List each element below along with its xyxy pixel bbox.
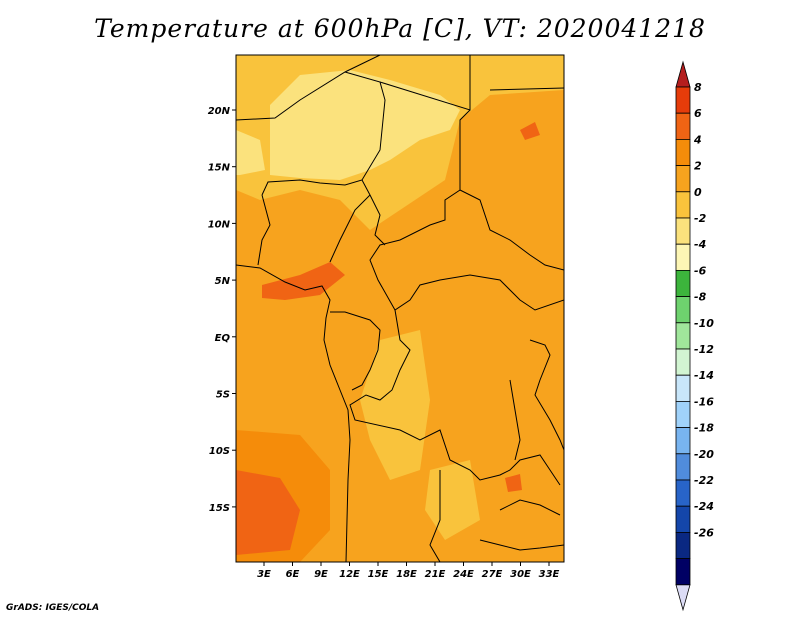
colorbar: 8 6 4 2 0 -2 -4 -6 -8 -10 -12 -14 -16 -18 -20 -22 -24 -26 [675, 60, 714, 612]
lon-tick-label: 18E [396, 569, 417, 580]
colorbar-bin [675, 138, 691, 166]
lon-tick-label: 30E [510, 569, 531, 580]
field-red-orange-malawi [505, 474, 522, 492]
lon-tick-label: 6E [286, 569, 300, 580]
colorbar-label: 6 [694, 107, 702, 120]
colorbar-bin [675, 112, 691, 140]
field-pale-yellow-sahara [270, 70, 460, 180]
chart-title: Temperature at 600hPa [C], VT: 202004121… [94, 14, 706, 43]
lon-tick-label: 24E [453, 569, 474, 580]
colorbar-bin [675, 322, 691, 350]
lon-tick-label: 3E [257, 569, 271, 580]
colorbar-label: -4 [694, 238, 706, 251]
field-red-orange-atlantic [236, 470, 300, 555]
lon-tick-label: 12E [339, 569, 360, 580]
colorbar-bin [675, 86, 691, 114]
country-borders [236, 55, 564, 562]
colorbar-bin [675, 453, 691, 481]
colorbar-label: 2 [694, 160, 702, 173]
colorbar-bin [675, 374, 691, 402]
longitude-axis: 3E 6E 9E 12E 15E 18E 21E 24E 27E 30E 33E [257, 562, 560, 580]
colorbar-bin [675, 165, 691, 193]
colorbar-label: -26 [694, 526, 714, 539]
colorbar-label: -8 [694, 291, 707, 304]
temperature-field [236, 55, 564, 562]
colorbar-bin [675, 479, 691, 507]
colorbar-label: -6 [694, 264, 707, 277]
colorbar-bin [675, 243, 691, 271]
field-red-orange-east [520, 122, 540, 140]
colorbar-bin [675, 427, 691, 455]
colorbar-label: -16 [694, 395, 714, 408]
map-frame [235, 54, 565, 563]
colorbar-label: -10 [694, 317, 714, 330]
colorbar-label: -12 [694, 343, 714, 356]
colorbar-label: -2 [694, 212, 707, 225]
colorbar-label: -20 [694, 448, 714, 461]
lat-tick-label: 15S [209, 503, 230, 514]
lat-tick-label: 5N [215, 276, 231, 287]
lon-tick-label: 27E [482, 569, 503, 580]
lat-tick-label: 15N [208, 163, 231, 174]
colorbar-bin [675, 296, 691, 324]
lat-tick-label: 5S [216, 390, 230, 401]
colorbar-label: 8 [694, 81, 702, 94]
grads-credit: GrADS: IGES/COLA [6, 603, 100, 613]
colorbar-bin [675, 269, 691, 297]
colorbar-bin [675, 348, 691, 376]
colorbar-bin [675, 217, 691, 245]
colorbar-top-arrow [675, 60, 691, 88]
lat-tick-label: 20N [208, 106, 231, 117]
colorbar-bin [675, 400, 691, 428]
field-light-orange-congo [360, 330, 430, 480]
colorbar-label: 4 [693, 133, 702, 146]
lat-tick-label: 10S [209, 446, 230, 457]
colorbar-label: 0 [694, 186, 702, 199]
lat-tick-label: 10N [208, 219, 231, 230]
colorbar-bin [675, 505, 691, 533]
lon-tick-label: 15E [368, 569, 389, 580]
colorbar-label: -14 [694, 369, 714, 382]
colorbar-bin [675, 191, 691, 219]
colorbar-bottom-arrow [675, 584, 691, 612]
lat-tick-label: EQ [215, 333, 231, 344]
colorbar-bin [675, 532, 691, 560]
colorbar-label: -22 [694, 474, 714, 487]
colorbar-label: -24 [694, 500, 714, 513]
lon-tick-label: 33E [539, 569, 560, 580]
field-pale-yellow-west [236, 130, 265, 175]
lon-tick-label: 21E [425, 569, 446, 580]
field-light-orange-south [425, 460, 480, 540]
latitude-axis: 20N 15N 10N 5N EQ 5S 10S 15S [208, 106, 236, 514]
colorbar-bin [675, 558, 691, 586]
colorbar-label: -18 [694, 422, 714, 435]
lon-tick-label: 9E [314, 569, 328, 580]
